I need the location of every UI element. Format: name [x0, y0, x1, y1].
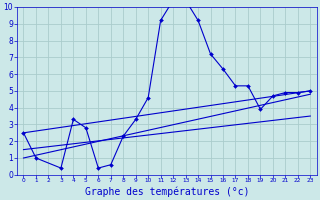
- X-axis label: Graphe des températures (°c): Graphe des températures (°c): [85, 186, 249, 197]
